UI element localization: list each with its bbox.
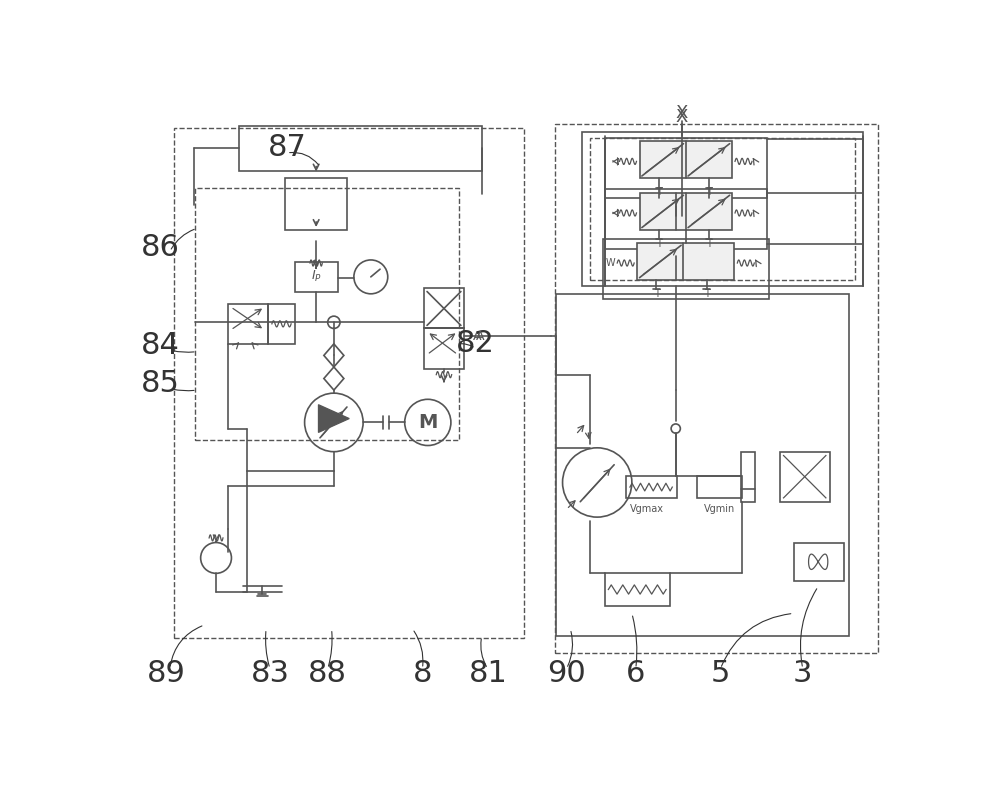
Bar [780, 452, 830, 502]
Bar [640, 193, 732, 230]
Text: 87: 87 [267, 133, 306, 162]
Bar [590, 137, 855, 280]
Bar [174, 128, 524, 638]
Text: 6: 6 [626, 659, 645, 688]
Text: T: T [706, 187, 712, 197]
Text: 84: 84 [140, 331, 179, 360]
Text: 82: 82 [456, 329, 495, 358]
Text: 86: 86 [140, 233, 179, 262]
Text: T: T [656, 239, 662, 249]
Bar [605, 137, 767, 197]
Text: 81: 81 [468, 659, 507, 688]
Text: T: T [654, 289, 659, 299]
Bar [195, 188, 459, 440]
Text: 3: 3 [793, 659, 813, 688]
Text: T: T [704, 289, 709, 299]
Bar [295, 262, 338, 292]
Bar [424, 289, 464, 328]
Bar [603, 239, 769, 299]
Bar [556, 294, 849, 637]
Bar [637, 243, 734, 280]
Text: 88: 88 [308, 659, 347, 688]
Text: Vgmin: Vgmin [704, 504, 735, 514]
Text: X: X [676, 104, 688, 122]
Text: 90: 90 [547, 659, 586, 688]
Bar [626, 477, 677, 498]
Text: A: A [476, 330, 484, 343]
Bar [640, 141, 732, 178]
Bar [228, 304, 268, 344]
Bar [424, 328, 464, 369]
Text: Vgmax: Vgmax [630, 504, 664, 514]
Bar [239, 126, 482, 170]
Text: 83: 83 [250, 659, 289, 688]
Text: M: M [418, 413, 437, 432]
Bar [555, 124, 878, 653]
Bar [605, 573, 670, 606]
Bar [794, 542, 844, 581]
Bar [582, 132, 863, 286]
Text: 85: 85 [140, 370, 179, 398]
Text: A: A [472, 330, 481, 343]
Polygon shape [318, 404, 349, 432]
Text: X: X [676, 108, 688, 126]
Text: 89: 89 [147, 659, 185, 688]
Text: 8: 8 [413, 659, 432, 688]
Bar [285, 178, 347, 230]
Text: T: T [656, 187, 662, 197]
Text: T: T [706, 239, 712, 249]
Bar [741, 452, 755, 502]
Bar [268, 304, 295, 344]
Bar [697, 477, 742, 498]
Text: W: W [606, 258, 616, 268]
Bar [605, 189, 767, 249]
Text: $I_P$: $I_P$ [311, 270, 322, 285]
Text: 5: 5 [711, 659, 730, 688]
